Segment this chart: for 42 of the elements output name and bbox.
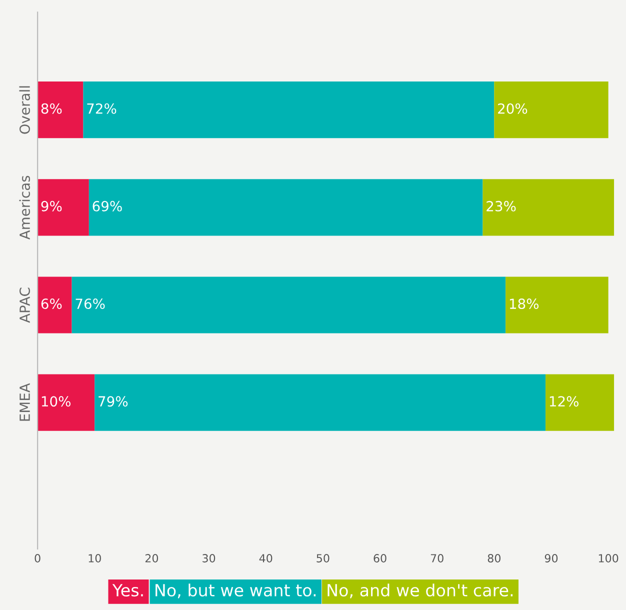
y-tick-label: APAC — [20, 288, 30, 323]
x-tick-label: 70 — [430, 554, 444, 562]
data-label: 20% — [498, 103, 528, 114]
data-label: 72% — [87, 103, 116, 114]
x-tick-label: 60 — [374, 554, 386, 562]
data-label: 6% — [41, 298, 62, 310]
x-tick-label: 10 — [88, 554, 101, 562]
x-tick-label: 50 — [316, 554, 330, 562]
x-tick-label: 20 — [145, 554, 158, 562]
text: No, but we want to. — [156, 584, 316, 598]
x-tick-label: 90 — [544, 554, 558, 562]
bar — [94, 374, 546, 431]
data-label: 12% — [550, 396, 578, 407]
bar — [38, 374, 95, 431]
y-tick-label: Overall — [19, 86, 30, 134]
data-label: 8% — [41, 103, 62, 114]
text: Yes. — [112, 584, 143, 597]
bar — [38, 276, 72, 334]
data-label: 69% — [92, 200, 122, 212]
bar — [546, 374, 614, 431]
data-label: 18% — [510, 298, 539, 310]
bar — [88, 179, 483, 236]
data-label: 10% — [42, 396, 71, 407]
data-label: 23% — [486, 200, 516, 212]
bar — [72, 276, 506, 334]
data-label: 76% — [76, 298, 105, 310]
text: No, and we don't care. — [328, 584, 513, 598]
x-tick-label: 0 — [34, 554, 40, 562]
bar — [38, 179, 89, 236]
bar — [506, 276, 608, 334]
x-tick-label: 30 — [202, 554, 216, 562]
data-label: 9% — [41, 200, 62, 212]
x-tick-label: 100 — [598, 554, 618, 562]
x-tick-label: 40 — [259, 554, 272, 562]
bar — [38, 81, 84, 138]
bar — [83, 81, 494, 138]
x-tick-label: 80 — [488, 554, 501, 562]
y-tick-label: EMEA — [20, 383, 30, 421]
bar — [482, 179, 614, 236]
bar — [494, 81, 608, 138]
data-label: 79% — [98, 396, 128, 407]
y-tick-label: Americas — [19, 176, 30, 240]
